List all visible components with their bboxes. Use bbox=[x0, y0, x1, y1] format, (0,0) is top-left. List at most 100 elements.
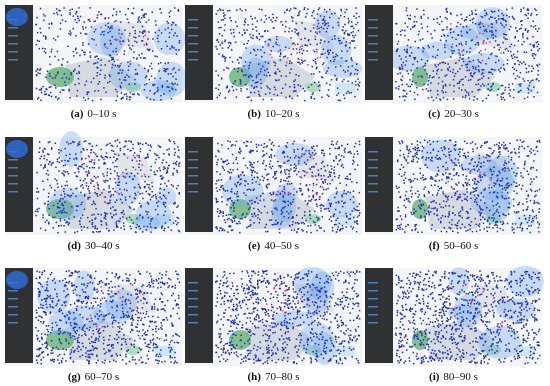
density-glow bbox=[420, 41, 456, 60]
green-zone bbox=[46, 199, 74, 219]
density-glow bbox=[299, 322, 334, 358]
caption-label: (c) bbox=[428, 108, 441, 120]
caption-text: 70–80 s bbox=[265, 371, 300, 383]
sidebar-item bbox=[368, 191, 378, 193]
sidebar-item bbox=[188, 151, 198, 153]
heat-dots bbox=[35, 7, 181, 102]
info-box bbox=[515, 346, 535, 356]
caption-label: (f) bbox=[429, 240, 440, 252]
sidebar-item bbox=[8, 191, 18, 193]
map-shape bbox=[425, 320, 495, 360]
density-glow bbox=[448, 304, 482, 321]
green-zone bbox=[125, 345, 141, 355]
caption-text: 10–20 s bbox=[265, 108, 300, 120]
sidebar-item bbox=[8, 27, 18, 29]
sidebar-item bbox=[8, 175, 18, 177]
sidebar-item bbox=[8, 51, 18, 53]
green-zone bbox=[125, 214, 141, 224]
caption-text: 30–40 s bbox=[85, 240, 120, 252]
caption-text: 80–90 s bbox=[443, 371, 478, 383]
sidebar-item bbox=[8, 290, 18, 292]
sidebar-item bbox=[8, 298, 18, 300]
sidebar-item bbox=[188, 282, 198, 284]
sidebar-item bbox=[188, 35, 198, 37]
density-glow bbox=[59, 130, 83, 167]
sidebar-item bbox=[368, 298, 378, 300]
sidebar-item bbox=[188, 27, 198, 29]
sidebar-item bbox=[8, 59, 18, 61]
sidebar-item bbox=[8, 43, 18, 45]
density-glow bbox=[153, 22, 186, 56]
green-zone bbox=[305, 345, 321, 355]
density-glow bbox=[314, 10, 341, 39]
sidebar-item bbox=[368, 322, 378, 324]
sidebar-item bbox=[368, 35, 378, 37]
map-shape bbox=[65, 57, 135, 97]
map-shape bbox=[245, 189, 315, 229]
sidebar-item bbox=[188, 298, 198, 300]
density-glow bbox=[475, 165, 515, 201]
sidebar-item bbox=[368, 27, 378, 29]
info-box bbox=[335, 346, 355, 356]
map-shape bbox=[295, 20, 335, 50]
density-glow bbox=[293, 266, 332, 300]
sidebar-item bbox=[8, 35, 18, 37]
caption-label: (h) bbox=[248, 371, 262, 383]
info-box bbox=[155, 215, 175, 225]
info-box bbox=[335, 215, 355, 225]
green-zone bbox=[485, 345, 501, 355]
heat-dots bbox=[35, 139, 181, 234]
sidebar-item bbox=[368, 167, 378, 169]
caption-text: 20–30 s bbox=[444, 108, 479, 120]
panel: (b) 10–20 s bbox=[185, 5, 363, 120]
caption: (d) 30–40 s bbox=[68, 240, 120, 252]
map-shape bbox=[115, 283, 155, 313]
density-glow bbox=[420, 139, 460, 173]
green-zone bbox=[412, 67, 428, 87]
sidebar-item bbox=[188, 306, 198, 308]
panel: (e) 40–50 s bbox=[185, 137, 362, 252]
caption: (f) 50–60 s bbox=[429, 240, 479, 252]
density-glow bbox=[275, 143, 315, 167]
sidebar-item bbox=[368, 151, 378, 153]
caption: (i) 80–90 s bbox=[429, 371, 478, 383]
sidebar-item bbox=[368, 159, 378, 161]
info-box bbox=[155, 83, 175, 93]
panel: (f) 50–60 s bbox=[365, 137, 542, 252]
sidebar-item bbox=[368, 51, 378, 53]
caption: (h) 70–80 s bbox=[248, 371, 300, 383]
sidebar-item bbox=[188, 191, 198, 193]
sidebar-item bbox=[188, 314, 198, 316]
caption-text: 0–10 s bbox=[87, 108, 116, 120]
sidebar-item bbox=[188, 183, 198, 185]
density-glow bbox=[100, 26, 123, 58]
panel: (g) 60–70 s bbox=[5, 268, 182, 383]
sidebar-item bbox=[368, 175, 378, 177]
density-glow bbox=[73, 270, 95, 303]
info-box bbox=[335, 83, 355, 93]
green-zone bbox=[305, 82, 321, 92]
info-box bbox=[155, 346, 175, 356]
caption-label: (g) bbox=[68, 371, 81, 383]
panel: (i) 80–90 s bbox=[365, 265, 545, 383]
caption-label: (i) bbox=[429, 371, 440, 383]
sidebar-item bbox=[8, 167, 18, 169]
panel: (a) 0–10 s bbox=[5, 5, 188, 120]
density-glow bbox=[156, 187, 177, 206]
density-glow bbox=[240, 44, 271, 78]
sidebar-item bbox=[188, 167, 198, 169]
sidebar-item bbox=[368, 19, 378, 21]
caption-label: (e) bbox=[248, 240, 261, 252]
sidebar-item bbox=[368, 43, 378, 45]
density-glow bbox=[93, 300, 132, 326]
caption-text: 40–50 s bbox=[264, 240, 299, 252]
panel: (c) 20–30 s bbox=[365, 5, 542, 120]
caption: (a) 0–10 s bbox=[71, 108, 117, 120]
sidebar-item bbox=[368, 314, 378, 316]
heat-dots bbox=[35, 270, 181, 365]
sidebar-glow bbox=[6, 271, 28, 289]
density-glow bbox=[487, 155, 518, 191]
sidebar-item bbox=[8, 322, 18, 324]
map-shape bbox=[65, 189, 135, 229]
density-glow bbox=[87, 22, 126, 56]
